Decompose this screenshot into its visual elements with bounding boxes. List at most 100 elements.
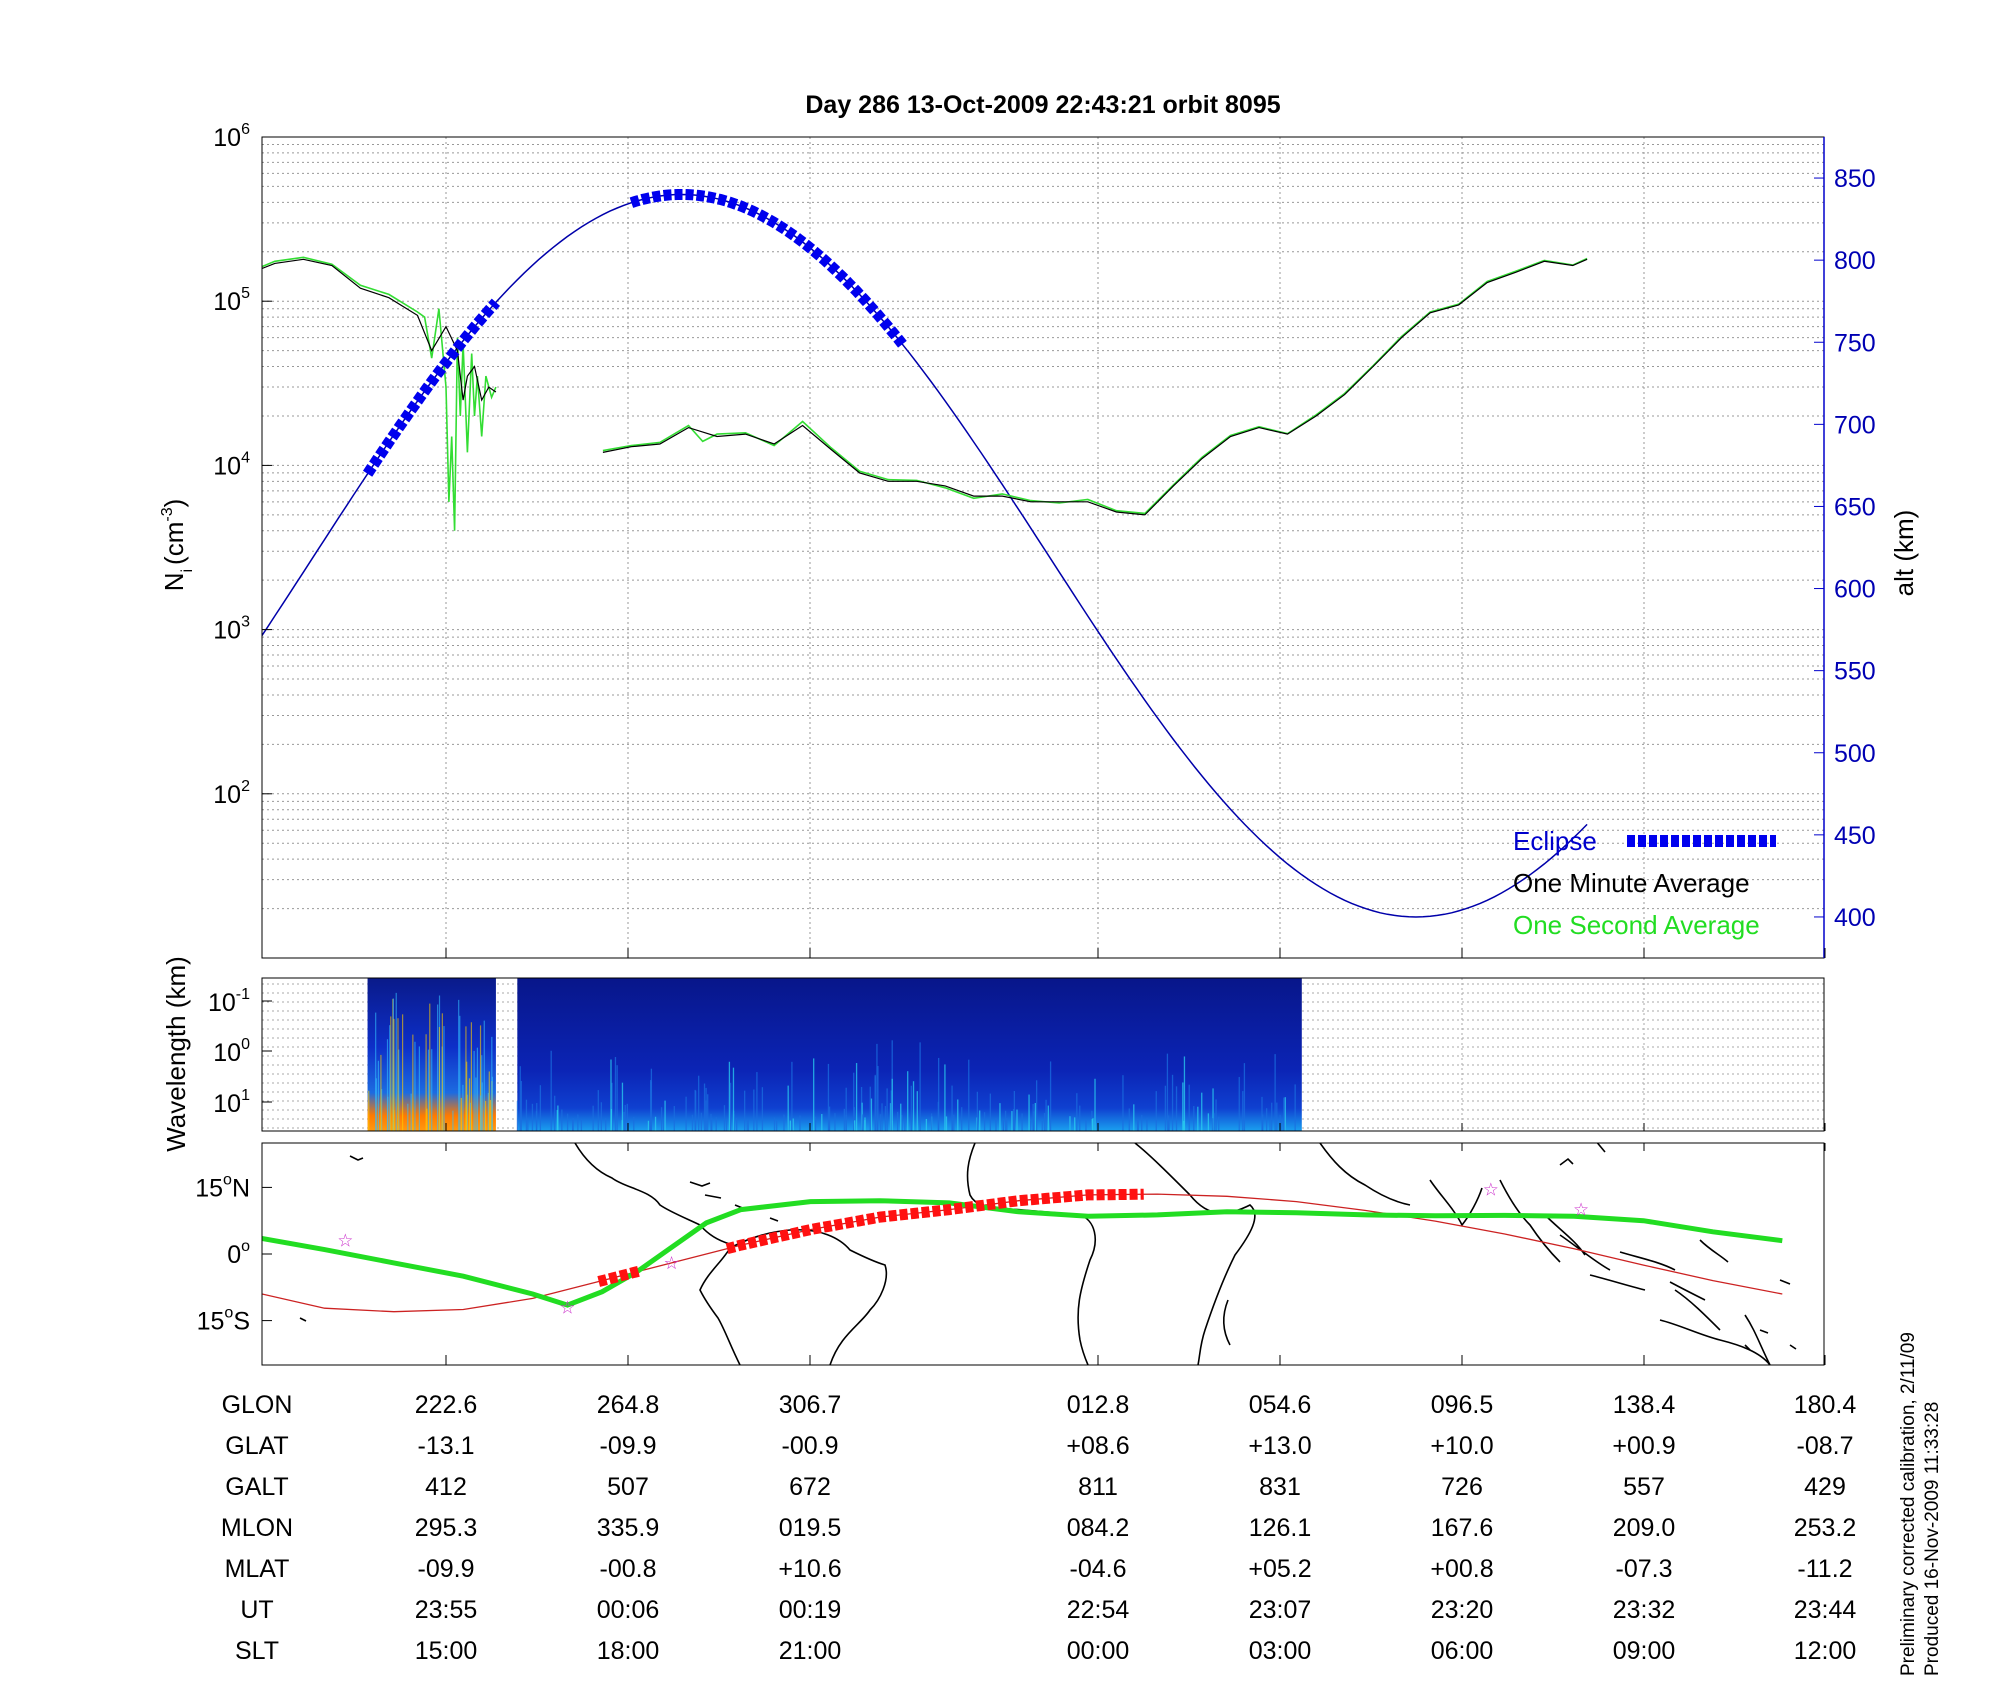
tick-base: 10 [208,989,236,1017]
table-cell: 726 [1441,1473,1483,1501]
density-y-tick-label: 103 [213,614,250,645]
coast-australia [1659,1314,1771,1365]
wavelength-y-tick-label: 10-1 [208,986,250,1017]
table-cell: 831 [1259,1473,1301,1501]
table-cell: 23:07 [1249,1596,1312,1624]
density-y-tick-label: 106 [213,121,250,152]
altitude-y-tick-label: 700 [1834,411,1876,439]
one-second-average-line [262,256,497,531]
table-cell: +10.6 [778,1555,841,1583]
one-minute-average-line [262,258,497,402]
legend-one-second-label: One Second Average [1513,910,1760,940]
tick-exp: 1 [241,1087,250,1104]
table-cell: 15:00 [415,1637,478,1665]
table-cell: 012.8 [1067,1391,1130,1419]
altitude-y-tick-label: 800 [1834,247,1876,275]
table-cell: -09.9 [600,1432,657,1460]
table-cell: -11.2 [1797,1555,1852,1583]
altitude-y-tick-label: 650 [1834,493,1876,521]
wavelength-y-tick-label: 101 [213,1087,250,1118]
wavelength-y-tick-label: 100 [213,1036,250,1067]
table-cell: 412 [425,1473,467,1501]
tick-exp: 4 [241,449,250,466]
density-y-tick-label: 104 [213,449,250,480]
footer-calibration-note: Preliminary corrected calibration, 2/11/… [1898,1332,1919,1676]
ground-track-line [262,1193,1783,1313]
tick-base: 10 [213,288,241,316]
hemisphere: N [232,1174,250,1202]
table-cell: 335.9 [597,1514,660,1542]
tick-base: 10 [213,452,241,480]
wavelength-spectrogram [367,978,1302,1131]
tick-base: 10 [213,1090,241,1118]
table-cell: 180.4 [1794,1391,1857,1419]
table-row-label: MLON [221,1514,293,1542]
star-marker: ☆ [664,1253,680,1274]
table-cell: 672 [789,1473,831,1501]
table-cell: 557 [1623,1473,1665,1501]
table-cell: 23:55 [415,1596,478,1624]
coast-madagascar [1222,1299,1231,1346]
tick-exp: 3 [241,614,250,631]
altitude-y-tick-label: 500 [1834,740,1876,768]
tick-base: 10 [213,1039,241,1067]
degree-sign: o [223,1171,232,1188]
coast-pacific-islands [299,1143,1797,1351]
spectrogram-block [517,978,1302,1131]
table-row-label: SLT [235,1637,279,1665]
one-minute-average-line [602,258,1588,516]
table-cell: 21:00 [779,1637,842,1665]
map-area [262,1143,1824,1365]
degree-sign: o [224,1305,233,1322]
table-cell: +00.8 [1430,1555,1493,1583]
table-cell: 811 [1078,1473,1118,1501]
table-cell: 00:19 [779,1596,842,1624]
table-cell: 18:00 [597,1637,660,1665]
star-marker: ☆ [559,1297,575,1318]
one-second-average-line [602,257,1588,515]
table-cell: 06:00 [1431,1637,1494,1665]
table-cell: +00.9 [1612,1432,1675,1460]
footer-produced-date: Produced 16-Nov-2009 11:33:28 [1922,1402,1943,1676]
table-cell: 054.6 [1249,1391,1312,1419]
coast-caribbean [689,1181,779,1222]
table-row-label: GALT [225,1473,288,1501]
table-row-label: GLAT [225,1432,288,1460]
table-cell: 126.1 [1249,1514,1312,1542]
table-cell: 03:00 [1249,1637,1312,1665]
table-cell: 019.5 [779,1514,842,1542]
dip-equator-line [262,1198,1783,1308]
table-cell: 167.6 [1431,1514,1494,1542]
table-cell: 23:44 [1794,1596,1857,1624]
table-cell: 429 [1804,1473,1846,1501]
altitude-y-tick-label: 550 [1834,658,1876,686]
table-cell: -04.6 [1070,1555,1127,1583]
table-cell: 12:00 [1794,1637,1857,1665]
eclipse-segment [362,298,501,477]
degree-sign: o [241,1238,250,1255]
table-cell: 23:20 [1431,1596,1494,1624]
wavelength-y-axis-label: Wavelength (km) [161,956,191,1152]
table-cell: 253.2 [1794,1514,1857,1542]
table-cell: +10.0 [1430,1432,1493,1460]
altitude-y-tick-label: 750 [1834,329,1876,357]
tick-exp: 6 [241,121,250,138]
tick-exp: 0 [241,1036,250,1053]
table-cell: -13.1 [418,1432,475,1460]
table-cell: 23:32 [1613,1596,1676,1624]
lat-value: 15 [197,1308,225,1336]
map-lines: ☆ ☆ ☆ ☆ ☆ [262,1180,1783,1318]
eclipse-segment [629,189,907,348]
tick-base: 10 [213,124,241,152]
table-cell: 00:00 [1067,1637,1130,1665]
table-cell: 084.2 [1067,1514,1130,1542]
table-cell: +08.6 [1066,1432,1129,1460]
table-row-label: UT [240,1596,273,1624]
density-y-tick-label: 102 [213,778,250,809]
star-marker: ☆ [1573,1200,1589,1221]
